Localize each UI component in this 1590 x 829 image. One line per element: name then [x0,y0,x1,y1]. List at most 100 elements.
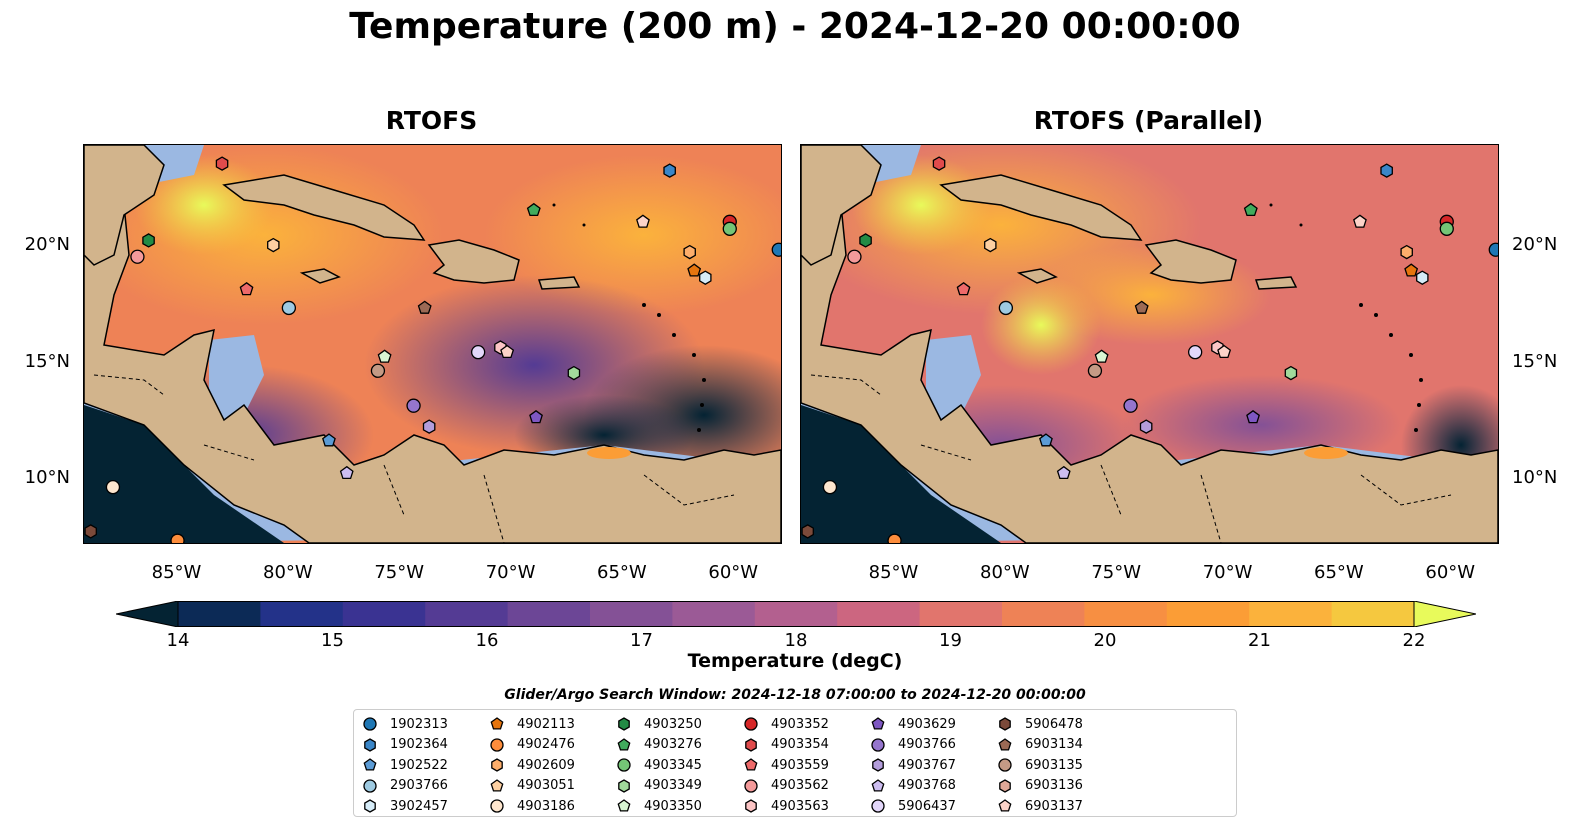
float-marker [822,479,838,495]
lesser-antilles [552,203,706,432]
lon-tick-label: 80°W [980,562,1030,583]
pacific-cold [84,405,284,543]
colorbar-segment [178,601,261,627]
colorbar-segment [837,601,921,627]
float-marker [1284,365,1298,381]
colorbar-segment [1249,601,1333,627]
float-marker [1400,244,1413,260]
circle-marker-icon [744,717,758,731]
legend-entry: 4903186 [489,796,575,816]
float-marker [636,214,650,228]
lon-tick-label: 80°W [263,562,313,583]
legend-label: 1902313 [390,716,448,732]
float-marker [699,270,712,285]
colorbar-tick-label: 18 [784,630,808,651]
legend-label: 4903186 [517,798,575,814]
float-marker [847,249,862,264]
hexagon-marker-icon [618,778,630,793]
circle-marker-icon [871,799,885,813]
map-panel-rtofs [83,144,782,544]
legend-label: 4902113 [517,716,575,732]
legend-entry: 4903250 [616,714,702,734]
float-marker [406,398,421,413]
legend-entry: 4902609 [489,755,575,775]
legend-entry: 1902522 [362,755,448,775]
pentagon-marker-icon [490,717,504,730]
legend-entry: 1902364 [362,735,448,755]
pentagon-marker-icon [871,778,885,792]
legend-entry: 4903768 [870,776,956,796]
float-marker [683,244,696,260]
colorbar-segment [507,601,591,627]
legend-entry: 4903276 [616,735,702,755]
circle-marker-icon [490,799,504,813]
float-marker [1123,398,1138,413]
float-marker [84,524,97,539]
legend-entry: 5906437 [870,796,956,816]
float-marker [417,300,432,314]
float-marker [687,263,702,277]
colorbar-tick-label: 16 [475,630,499,651]
hexagon-marker-icon [364,737,376,752]
legend-label: 1902522 [390,757,448,773]
colorbar [116,601,1476,627]
warm-patch [1304,447,1348,459]
float-marker [281,300,297,316]
legend-label: 4903051 [517,778,575,793]
legend-entry: 6903137 [997,796,1083,816]
panel-title-rtofs-parallel: RTOFS (Parallel) [1033,106,1264,135]
legend-entry: 4903349 [616,776,702,796]
hexagon-marker-icon [999,717,1011,731]
legend-entry: 4903562 [743,776,829,796]
float-marker [105,479,121,495]
map-rtofs-parallel-svg [801,145,1498,543]
puerto-rico [537,276,581,290]
legend-label: 4902476 [517,737,575,752]
yucatan [801,145,882,266]
lon-tick-label: 60°W [708,562,759,583]
pentagon-marker-icon [363,758,377,771]
legend-label: 5906437 [898,798,956,814]
float-marker [887,533,902,543]
pentagon-marker-icon [617,799,631,812]
hispaniola [427,239,520,284]
circle-marker-icon [744,778,758,793]
panel-title-rtofs: RTOFS [385,106,478,135]
jamaica [1016,268,1058,284]
float-marker [1134,300,1149,314]
legend-label: 4903766 [898,737,956,752]
legend-entry: 4903350 [616,796,702,816]
float-marker [932,156,946,171]
float-marker [322,433,336,447]
colorbar-tick-label: 19 [939,630,962,651]
float-marker [801,524,814,539]
hexagon-marker-icon [872,758,884,772]
legend-label: 5906478 [1025,716,1083,732]
colorbar-tick-label: 17 [630,630,653,651]
lat-tick-label: 15°N [24,350,70,372]
float-marker [422,419,436,434]
float-marker [1188,344,1203,360]
figure-title: Temperature (200 m) - 2024-12-20 00:00:0… [349,6,1241,47]
colorbar-segment [1166,601,1250,627]
float-marker [1488,242,1498,257]
colorbar-segment [260,601,344,627]
legend-label: 4903276 [644,737,702,752]
legend-label: 2903766 [390,778,448,793]
legend-entry: 4903051 [489,776,575,796]
hexagon-marker-icon [999,778,1011,793]
float-marker [1139,419,1153,434]
colorbar-tick-label: 21 [1248,630,1271,651]
colorbar-segment [590,601,673,627]
colorbar-extend-high [1413,601,1476,627]
colorbar-tick-label: 22 [1402,630,1426,651]
legend-label: 4903352 [771,716,829,732]
colorbar-outline [177,601,1415,627]
search-window-text: Glider/Argo Search Window: 2024-12-18 07… [504,687,1086,703]
legend-entry: 6903135 [997,755,1083,775]
cuba [939,174,1143,241]
float-legend: 1902313 1902364 1902522 2903766 3902457 49021… [353,709,1237,817]
legend-label: 6903137 [1025,798,1083,814]
legend-entry: 4903559 [743,755,829,775]
legend-label: 1902364 [390,737,448,752]
